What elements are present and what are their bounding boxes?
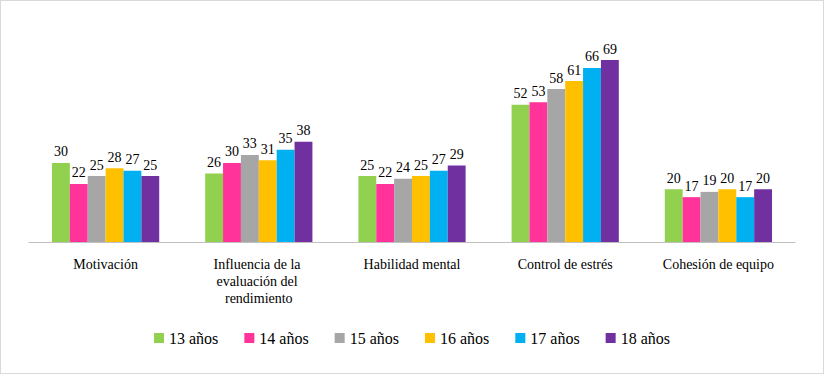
svg-text:35: 35 xyxy=(279,131,293,146)
svg-text:20: 20 xyxy=(720,171,734,186)
svg-text:25: 25 xyxy=(90,158,104,173)
svg-text:26: 26 xyxy=(207,155,221,170)
svg-text:66: 66 xyxy=(585,49,599,64)
svg-text:evaluación del: evaluación del xyxy=(216,274,301,289)
svg-text:38: 38 xyxy=(296,123,310,138)
svg-text:22: 22 xyxy=(378,165,392,180)
svg-text:Cohesión de equipo: Cohesión de equipo xyxy=(663,257,774,272)
svg-text:53: 53 xyxy=(531,84,545,99)
svg-text:Control de estrés: Control de estrés xyxy=(518,257,613,272)
svg-text:27: 27 xyxy=(125,152,139,167)
svg-text:16 años: 16 años xyxy=(440,330,489,347)
svg-text:27: 27 xyxy=(432,152,446,167)
svg-text:31: 31 xyxy=(261,142,275,157)
svg-text:25: 25 xyxy=(143,158,157,173)
svg-text:18 años: 18 años xyxy=(621,330,670,347)
svg-text:25: 25 xyxy=(360,158,374,173)
svg-text:69: 69 xyxy=(603,42,617,57)
svg-text:13 años: 13 años xyxy=(169,330,218,347)
svg-text:22: 22 xyxy=(72,165,86,180)
svg-text:61: 61 xyxy=(567,63,581,78)
svg-text:52: 52 xyxy=(514,86,528,101)
svg-text:20: 20 xyxy=(756,171,770,186)
svg-text:15 años: 15 años xyxy=(350,330,399,347)
svg-text:28: 28 xyxy=(108,150,122,165)
svg-text:33: 33 xyxy=(243,136,257,151)
svg-text:58: 58 xyxy=(549,71,563,86)
svg-text:Influencia de la: Influencia de la xyxy=(214,257,305,272)
svg-text:Motivación: Motivación xyxy=(73,257,138,272)
svg-text:25: 25 xyxy=(414,158,428,173)
svg-text:24: 24 xyxy=(396,160,410,175)
svg-text:17: 17 xyxy=(685,179,699,194)
svg-text:Habilidad mental: Habilidad mental xyxy=(364,257,461,272)
svg-text:30: 30 xyxy=(54,144,68,159)
svg-text:20: 20 xyxy=(667,171,681,186)
svg-text:29: 29 xyxy=(450,147,464,162)
svg-text:17: 17 xyxy=(738,179,752,194)
svg-text:19: 19 xyxy=(702,173,716,188)
svg-text:14 años: 14 años xyxy=(259,330,308,347)
svg-text:17 años: 17 años xyxy=(530,330,579,347)
svg-text:30: 30 xyxy=(225,144,239,159)
svg-text:rendimiento: rendimiento xyxy=(225,291,293,306)
